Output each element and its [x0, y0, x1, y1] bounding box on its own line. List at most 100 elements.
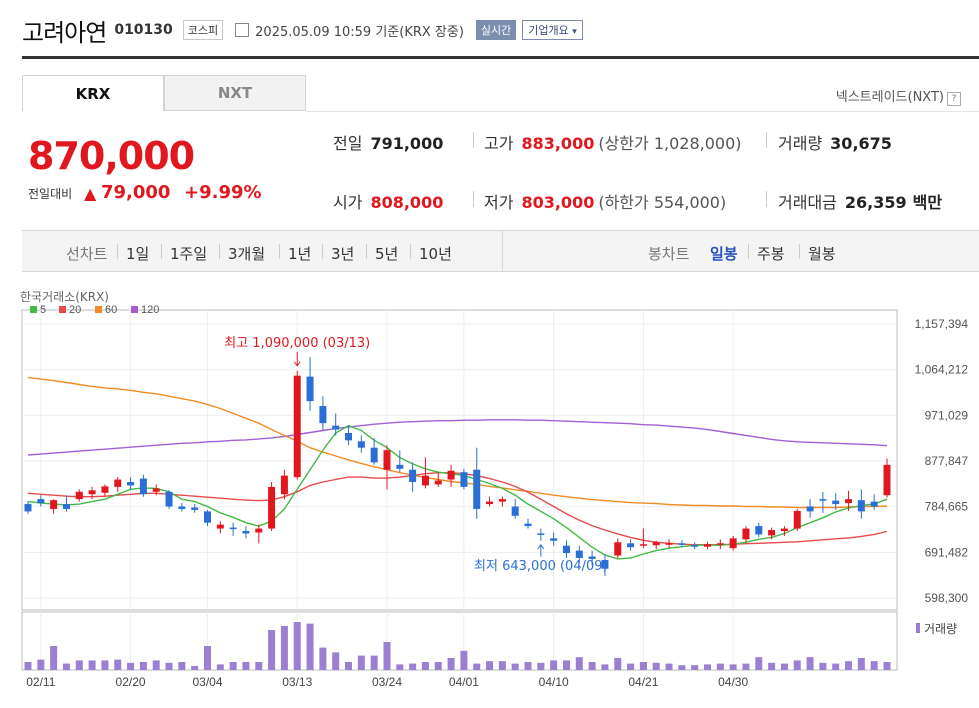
period-bar: 선차트 1일 1주일 3개월 1년 3년 5년 10년 봉차트 일봉 주봉 월봉 — [22, 230, 979, 272]
volume-bar — [50, 646, 58, 670]
company-name: 고려아연 — [22, 18, 107, 47]
volume-frame — [21, 611, 898, 671]
period-5y[interactable]: 5년 — [375, 245, 399, 263]
volume-bar — [806, 657, 814, 670]
current-price: 870,000 — [28, 134, 195, 178]
volume-bar — [421, 662, 429, 670]
volume-bar — [627, 663, 635, 670]
period-separator — [161, 244, 162, 259]
candle-body — [614, 542, 622, 556]
volume-bar — [62, 663, 70, 670]
y-tick-label: 1,157,394 — [915, 317, 969, 331]
candle-body — [537, 533, 545, 535]
candle-body — [37, 499, 45, 504]
volume-bar — [229, 662, 237, 670]
help-icon[interactable]: ? — [947, 92, 961, 106]
candle-body — [755, 526, 763, 535]
volume-bar — [691, 665, 699, 670]
period-1y[interactable]: 1년 — [288, 245, 312, 263]
volume-bar — [768, 662, 776, 670]
candle-body — [678, 543, 686, 545]
stock-chart[interactable]: 1,157,394 1,064,212 971,029 877,847 784,665 6… — [0, 280, 979, 708]
volume-bar — [88, 660, 96, 670]
candle-body — [550, 538, 558, 541]
volume-bar — [716, 663, 724, 670]
volume-bar — [203, 646, 211, 670]
nxt-info-link[interactable]: 넥스트레이드(NXT)? — [836, 86, 961, 106]
candle-body — [601, 559, 609, 569]
volume-legend-swatch — [916, 623, 920, 633]
high-annotation: 최고 1,090,000 (03/13) — [224, 336, 370, 351]
period-separator — [117, 244, 118, 259]
x-tick-label: 02/11 — [26, 675, 55, 689]
period-3y[interactable]: 3년 — [331, 245, 355, 263]
period-10y[interactable]: 10년 — [419, 245, 452, 263]
volume-bar — [332, 652, 340, 670]
x-tick-label: 02/20 — [116, 675, 146, 689]
x-tick-label: 03/24 — [372, 675, 402, 689]
change-amount: 79,000 — [101, 182, 171, 203]
stat-separator — [473, 132, 474, 148]
candle-body — [268, 486, 276, 529]
period-daily[interactable]: 일봉 — [710, 245, 738, 263]
y-tick-label: 1,064,212 — [915, 363, 969, 377]
volume-bar — [216, 664, 224, 670]
period-monthly[interactable]: 월봉 — [808, 245, 836, 263]
period-1w[interactable]: 1주일 — [170, 245, 208, 263]
volume-bar — [165, 662, 173, 670]
period-1d[interactable]: 1일 — [126, 245, 150, 263]
low-value: 803,000 — [521, 193, 595, 212]
candle-body — [883, 464, 891, 496]
volume-bar — [601, 664, 609, 670]
period-weekly[interactable]: 주봉 — [757, 245, 785, 263]
x-tick-label: 04/30 — [718, 675, 748, 689]
volume-bar — [665, 663, 673, 670]
candle-body — [127, 481, 135, 486]
candle-body — [191, 507, 199, 510]
candle-body — [780, 528, 788, 532]
tab-nxt[interactable]: NXT — [164, 75, 306, 111]
volume-bar — [434, 662, 442, 670]
change-label: 전일대비 — [28, 187, 73, 201]
candle-body — [306, 376, 314, 402]
company-overview-button[interactable]: 기업개요 ▾ — [522, 20, 583, 40]
legend-label: 5 — [40, 304, 46, 316]
period-divider — [502, 231, 503, 271]
candle-body — [255, 528, 263, 533]
stat-separator — [766, 132, 767, 148]
candle-body — [575, 550, 583, 558]
realtime-button[interactable]: 실시간 — [475, 20, 517, 40]
candle-body — [357, 441, 365, 448]
candle-body — [383, 450, 391, 470]
candle-body — [62, 504, 70, 509]
legend-swatch — [95, 306, 102, 313]
candle-body — [806, 506, 814, 512]
candle-body — [345, 432, 353, 441]
plot-frame — [21, 309, 898, 611]
candle-body — [665, 543, 673, 545]
period-3m[interactable]: 3개월 — [228, 245, 266, 263]
high-stat: 고가 883,000 (상한가 1,028,000) — [484, 130, 742, 154]
candle-body — [101, 486, 109, 493]
period-separator — [219, 244, 220, 259]
legend-label: 120 — [141, 304, 159, 316]
period-separator — [748, 244, 749, 259]
volume-bar — [498, 661, 506, 670]
volume-bar — [280, 626, 288, 670]
volume-bar — [883, 662, 891, 670]
candle-body — [460, 472, 468, 487]
candle-body — [768, 530, 776, 536]
volume-bar — [870, 661, 878, 670]
tab-baseline — [306, 111, 979, 112]
volume-bar — [178, 662, 186, 670]
candle-chart-label: 봉차트 — [648, 245, 690, 263]
volume-bar — [550, 660, 558, 670]
chart-source-label: 한국거래소(KRX) — [20, 290, 109, 304]
candle-body — [114, 479, 122, 487]
tab-krx[interactable]: KRX — [22, 75, 164, 111]
open-value: 808,000 — [370, 193, 444, 212]
candle-body — [627, 543, 635, 548]
period-separator — [322, 244, 323, 259]
volume-bar — [742, 663, 750, 670]
candle-body — [152, 488, 160, 492]
